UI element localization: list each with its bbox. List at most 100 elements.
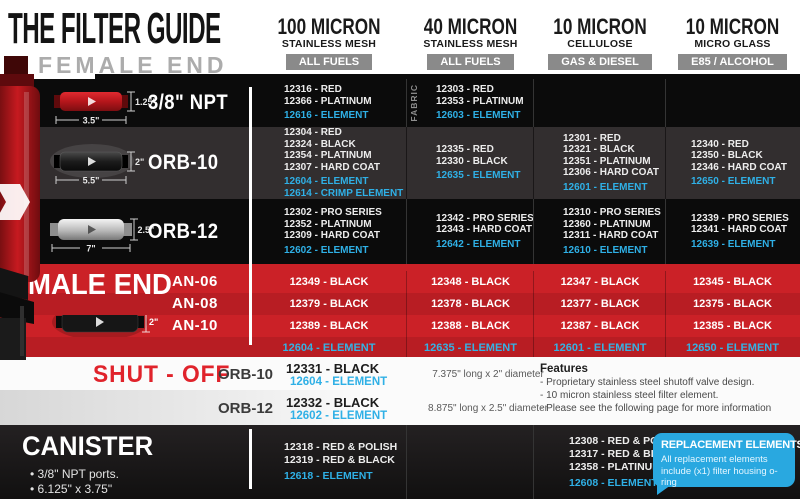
label-column-separator — [249, 429, 252, 489]
part-number: 12387 - BLACK — [560, 320, 640, 332]
feature-item: - Proprietary stainless steel shutoff va… — [540, 377, 755, 388]
part-number: 12346 - HARD COAT — [691, 161, 787, 173]
port-size-label: ORB-10 — [148, 151, 219, 174]
element-number: 12642 - ELEMENT — [436, 238, 521, 250]
female-row-npt: 1.25" 3.5" 3/8" NPT FABRIC 12316 - RED 12… — [0, 79, 800, 127]
media-type: STAINLESS MESH — [423, 38, 518, 50]
parts-cell: 12316 - RED 12366 - PLATINUM 12616 - ELEM… — [252, 79, 406, 127]
element-number: 12604 - ELEMENT — [290, 376, 388, 388]
dimensions-note: 7.375" long x 2" diameter — [432, 369, 544, 380]
feature-item: - 10 micron stainless steel filter eleme… — [540, 390, 719, 401]
parts-cell: 12303 - RED 12353 - PLATINUM 12603 - ELEM… — [408, 79, 533, 127]
element-number: 12602 - ELEMENT — [290, 410, 388, 422]
part-number: 12358 - PLATINUM — [569, 460, 661, 473]
part-number: 12308 - RED & POLISH — [569, 434, 683, 447]
column-header-40-micron: 40 MICRON STAINLESS MESH ALL FUELS — [408, 16, 533, 70]
part-number: 12341 - HARD COAT — [691, 224, 787, 236]
male-row-an06: AN-06 12349 - BLACK 12348 - BLACK 12347 … — [0, 271, 800, 293]
media-type: MICRO GLASS — [694, 38, 771, 50]
part-number: 12304 - RED — [284, 127, 342, 138]
part-number: 12310 - PRO SERIES — [563, 207, 661, 218]
column-header-10-micron-micro-glass: 10 MICRON MICRO GLASS E85 / ALCOHOL — [665, 16, 800, 70]
part-number: 12378 - BLACK — [431, 298, 510, 310]
element-number: 12614 - CRIMP ELEMENT — [284, 187, 404, 199]
column-divider — [533, 127, 534, 199]
part-number: 12360 - PLATINUM — [563, 218, 651, 230]
feature-item: - Please see the following page for more… — [540, 403, 772, 414]
part-number: 12339 - PRO SERIES — [691, 212, 789, 224]
element-number: 12616 - ELEMENT — [284, 110, 369, 122]
male-row-elements: 12604 - ELEMENT 12635 - ELEMENT 12601 - … — [0, 337, 800, 357]
part-number: 12377 - BLACK — [560, 298, 640, 310]
dim-height-label: 1.25" — [135, 97, 157, 107]
fuel-badge: E85 / ALCOHOL — [678, 54, 787, 70]
male-an-fitting-photo — [0, 267, 34, 360]
orb12-row-stripe — [0, 390, 520, 425]
parts-cell: 12310 - PRO SERIES 12360 - PLATINUM 12311 … — [535, 199, 665, 264]
part-number: 12375 - BLACK — [693, 298, 772, 310]
part-number: 12307 - HARD COAT — [284, 161, 380, 173]
an-size-label: AN-06 — [172, 273, 218, 290]
part-number: 12342 - PRO SERIES — [436, 212, 534, 224]
parts-cell: 12302 - PRO SERIES 12352 - PLATINUM 12309 … — [252, 199, 406, 264]
part-number: 12354 - PLATINUM — [284, 150, 372, 161]
element-number: 12604 - ELEMENT — [282, 342, 376, 354]
part-number: 12301 - RED — [563, 132, 621, 144]
spec-bullet: 6.125" x 3.75" — [30, 482, 119, 497]
female-row-orb10: 2" 5.5" ORB-10 12304 - RED 12324 - BLACK 1… — [0, 127, 800, 199]
part-number: 12317 - RED & BLACK — [569, 447, 680, 460]
canister-specs: 3/8" NPT ports.6.125" x 3.75" — [30, 467, 119, 497]
column-divider — [533, 271, 534, 357]
part-number: 12321 - BLACK — [563, 144, 635, 156]
male-end-section: MALE END 2" 5.5" AN-06 12349 - BLACK 123… — [0, 264, 800, 357]
part-number: 12379 - BLACK — [289, 298, 369, 310]
canister-section: CANISTER 3/8" NPT ports.6.125" x 3.75" 1… — [0, 425, 800, 499]
callout-body: All replacement elements include (x1) fi… — [661, 454, 778, 488]
part-number: 12319 - RED & BLACK — [284, 454, 395, 466]
an-size-label: AN-08 — [172, 295, 218, 312]
replacement-elements-callout: REPLACEMENT ELEMENTS All replacement ele… — [653, 433, 800, 495]
element-number: 12639 - ELEMENT — [691, 238, 776, 250]
element-number: 12601 - ELEMENT — [563, 181, 648, 193]
dim-height-label: 2.5" — [138, 225, 155, 235]
parts-cell: 12335 - RED 12330 - BLACK 12635 - ELEMENT — [408, 127, 533, 199]
column-divider — [533, 199, 534, 264]
dim-height-label: 2" — [135, 157, 144, 167]
red-inline-filter-photo — [0, 56, 40, 282]
column-divider — [665, 199, 666, 264]
part-number: 12311 - HARD COAT — [563, 230, 659, 241]
features-title: Features — [540, 363, 588, 375]
part-number: 12331 - BLACK — [286, 361, 380, 376]
part-number: 12388 - BLACK — [431, 320, 510, 332]
parts-cell: 12308 - RED & POLISH 12317 - RED & BLACK 1… — [535, 425, 683, 499]
part-number: 12350 - BLACK — [691, 150, 763, 161]
column-divider — [406, 127, 407, 199]
part-number: 12306 - HARD COAT — [563, 167, 659, 179]
female-row-orb12: 2.5" 7" ORB-12 12302 - PRO SERIES 12352 -… — [0, 199, 800, 264]
column-divider — [406, 79, 407, 127]
part-number: 12351 - PLATINUM — [563, 155, 651, 167]
port-size-label: 3/8" NPT — [148, 91, 229, 114]
column-divider — [533, 79, 534, 127]
part-number: 12352 - PLATINUM — [284, 218, 372, 230]
dim-length-label: 3.5" — [83, 116, 100, 126]
element-number: 12603 - ELEMENT — [436, 110, 521, 122]
orb12-filter-icon: 2.5" 7" — [50, 218, 154, 254]
part-number: 12332 - BLACK — [286, 395, 380, 410]
column-divider — [665, 271, 666, 357]
element-number: 12618 - ELEMENT — [284, 470, 373, 482]
dim-height-label: 2" — [149, 317, 158, 327]
element-number: 12635 - ELEMENT — [424, 342, 517, 354]
part-number: 12348 - BLACK — [431, 276, 510, 288]
npt-filter-icon: 1.25" 3.5" — [54, 91, 157, 126]
micron-rating: 100 MICRON — [277, 14, 381, 39]
element-number: 12601 - ELEMENT — [553, 342, 647, 354]
element-number: 12650 - ELEMENT — [686, 342, 779, 354]
element-number: 12608 - ELEMENT — [569, 476, 658, 489]
parts-cell: 12301 - RED 12321 - BLACK 12351 - PLATINUM… — [535, 127, 665, 199]
part-number: 12309 - HARD COAT — [284, 230, 380, 241]
part-number: 12345 - BLACK — [693, 276, 772, 288]
shut-off-orb10-label: ORB-10 — [218, 366, 274, 383]
column-header-10-micron-cellulose: 10 MICRON CELLULOSE GAS & DIESEL — [535, 16, 665, 70]
